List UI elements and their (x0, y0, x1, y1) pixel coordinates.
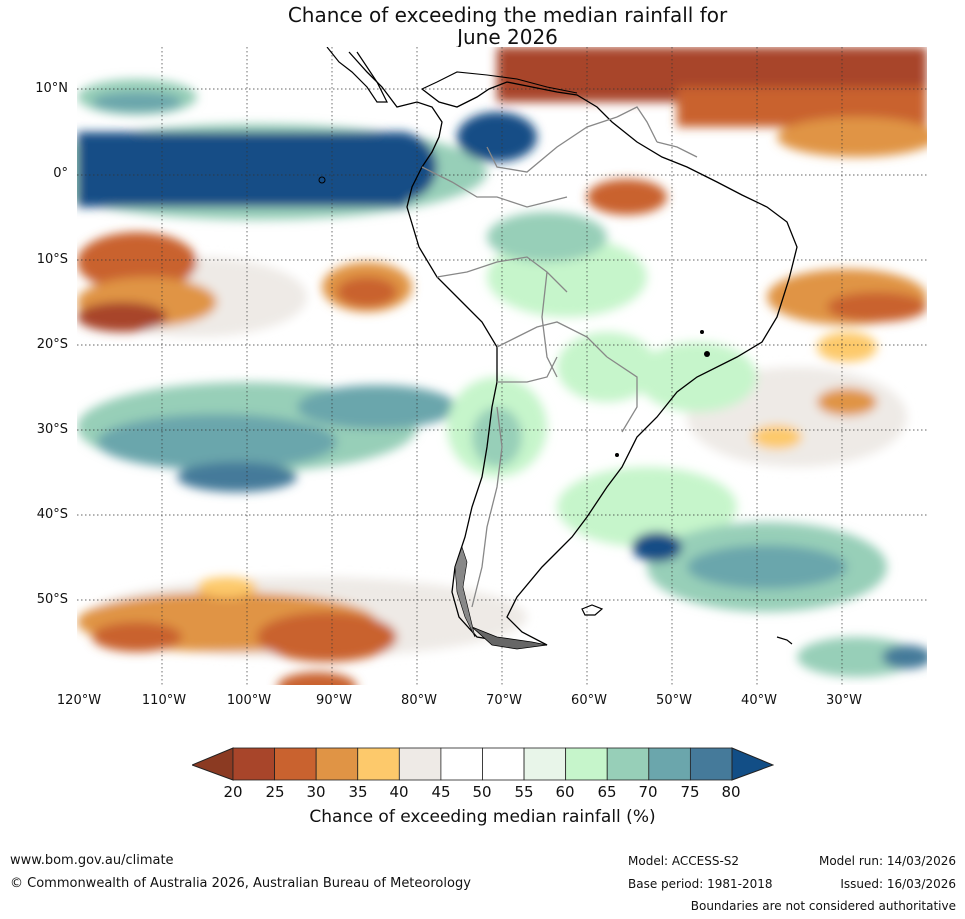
copyright-text: © Commonwealth of Australia 2026, Austra… (10, 876, 471, 891)
south-america-coastline (348, 51, 798, 646)
rainfall-map (77, 47, 927, 685)
colorbar-over-triangle (731, 747, 774, 781)
colorbar-tick: 50 (472, 783, 492, 801)
colorbar-segment (689, 747, 733, 781)
colorbar-segment (648, 747, 691, 781)
probability-field (77, 47, 927, 685)
lat-label-40s: 40°S (36, 507, 68, 522)
lon-label-90w: 90°W (316, 693, 352, 708)
colorbar-segment (315, 747, 359, 781)
south-georgia (776, 636, 793, 645)
colorbar-tick: 60 (555, 783, 575, 801)
tierra-del-fuego (471, 626, 548, 650)
colorbar-segment (440, 747, 483, 781)
model-run-date: Model run: 14/03/2026 (818, 854, 956, 868)
base-period: Base period: 1981-2018 (628, 877, 773, 891)
lon-label-100w: 100°W (226, 693, 272, 708)
central-america-coastline (326, 47, 388, 103)
lon-label-70w: 70°W (486, 693, 522, 708)
chilean-archipelago (454, 546, 476, 638)
colorbar-tick: 40 (389, 783, 409, 801)
colorbar-tick: 45 (431, 783, 451, 801)
galapagos-islands (318, 176, 326, 184)
colorbar-tick: 55 (514, 783, 534, 801)
colorbar-label: Chance of exceeding median rainfall (%) (309, 807, 656, 827)
colorbar-tick: 70 (638, 783, 658, 801)
lon-label-80w: 80°W (401, 693, 437, 708)
colorbar-tick: 65 (597, 783, 617, 801)
lat-label-20s: 20°S (36, 337, 68, 352)
colorbar-tick: 35 (348, 783, 368, 801)
colorbar-segment (398, 747, 442, 781)
lon-label-50w: 50°W (656, 693, 692, 708)
colorbar-segments (232, 747, 733, 781)
website-link[interactable]: www.bom.gov.au/climate (10, 853, 174, 868)
boundaries-disclaimer: Boundaries are not considered authoritat… (690, 899, 956, 913)
lon-label-60w: 60°W (571, 693, 607, 708)
colorbar-segment (482, 747, 525, 781)
lake-marker (615, 453, 619, 457)
lat-label-10s: 10°S (36, 252, 68, 267)
issued-date: Issued: 16/03/2026 (840, 877, 956, 891)
country-borders (421, 106, 698, 608)
lat-label-10n: 10°N (35, 81, 68, 96)
colorbar-tick: 25 (265, 783, 285, 801)
title-line-2: June 2026 (457, 25, 558, 49)
colorbar-segment (565, 747, 608, 781)
lake-marker (700, 330, 704, 334)
map-title: Chance of exceeding the median rainfall … (0, 4, 965, 48)
colorbar-segment (523, 747, 567, 781)
colorbar-segment (357, 747, 400, 781)
colorbar-tick: 20 (223, 783, 243, 801)
colorbar-segment (606, 747, 650, 781)
caribbean-coastline (421, 71, 578, 94)
lat-label-50s: 50°S (36, 592, 68, 607)
lon-label-110w: 110°W (141, 693, 187, 708)
lon-label-30w: 30°W (826, 693, 862, 708)
lat-label-0: 0° (53, 166, 68, 181)
lon-label-120w: 120°W (56, 693, 102, 708)
model-name: Model: ACCESS-S2 (628, 854, 740, 868)
lon-label-40w: 40°W (741, 693, 777, 708)
rainfall-map-svg (77, 47, 927, 685)
lake-marker (704, 351, 710, 357)
colorbar-under-triangle (192, 747, 234, 781)
colorbar-segment (274, 747, 317, 781)
colorbar-segment (232, 747, 275, 781)
falkland-islands (581, 604, 604, 616)
lat-label-30s: 30°S (36, 422, 68, 437)
colorbar-tick: 75 (680, 783, 700, 801)
title-line-1: Chance of exceeding the median rainfall … (287, 3, 728, 27)
colorbar-tick: 80 (721, 783, 741, 801)
colorbar-tick: 30 (306, 783, 326, 801)
colorbar (192, 747, 774, 781)
